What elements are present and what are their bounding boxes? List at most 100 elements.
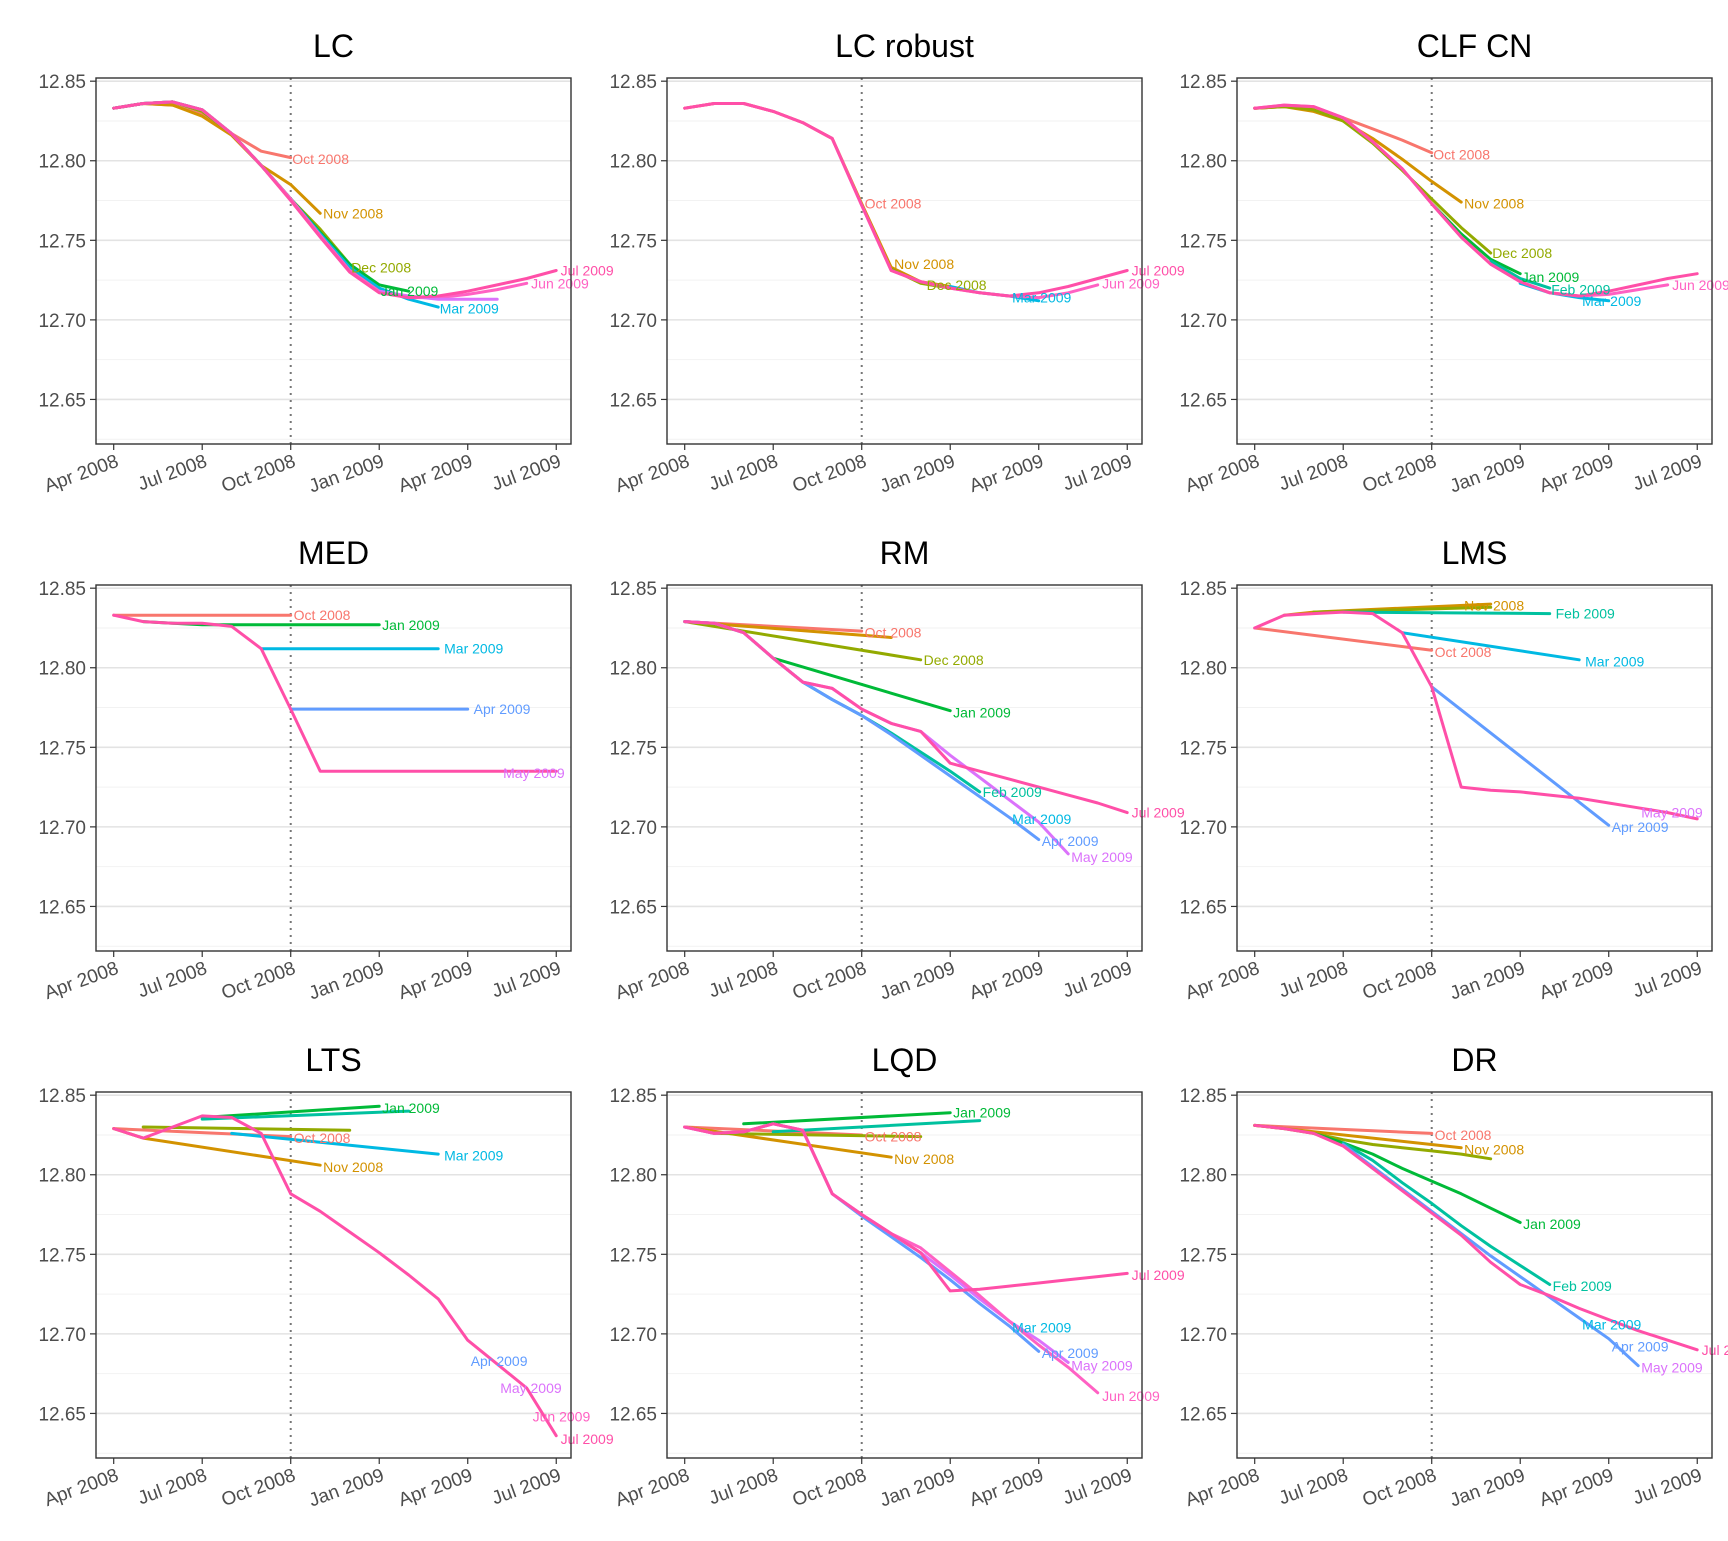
panel-title: LQD bbox=[872, 1042, 938, 1078]
series-label: Jun 2009 bbox=[1102, 1388, 1160, 1404]
series-label: Apr 2009 bbox=[1612, 819, 1669, 835]
series-label: Mar 2009 bbox=[1012, 290, 1071, 306]
series-label: Jul 2009 bbox=[1702, 1342, 1728, 1358]
series-label: May 2009 bbox=[500, 1380, 562, 1396]
y-tick-label: 12.75 bbox=[1179, 738, 1227, 759]
panel-border bbox=[666, 1091, 1143, 1459]
series-line-jan-2009 bbox=[200, 1104, 381, 1119]
series-label: Mar 2009 bbox=[444, 1148, 503, 1164]
y-tick-label: 12.65 bbox=[1179, 390, 1227, 411]
panel-rm: RM 12.85 12.80 12.75 12.70 12.65 Apr 2008 Jul 2… bbox=[609, 535, 1184, 1004]
series-label: Nov 2008 bbox=[894, 1151, 954, 1167]
series-line-may-2009 bbox=[377, 289, 499, 301]
y-tick-label: 12.85 bbox=[609, 579, 657, 600]
series-label: Oct 2008 bbox=[294, 1130, 351, 1146]
series-label: Nov 2008 bbox=[1464, 1141, 1524, 1157]
series-label: Feb 2009 bbox=[1553, 1278, 1612, 1294]
series-line-jul-2009 bbox=[1253, 610, 1699, 821]
series-line-jul-2009 bbox=[683, 102, 1129, 298]
series-label: Oct 2008 bbox=[865, 1129, 922, 1145]
y-tick-label: 12.75 bbox=[609, 738, 657, 759]
y-tick-label: 12.80 bbox=[1179, 152, 1227, 173]
panel-border bbox=[1236, 584, 1713, 952]
y-tick-label: 12.80 bbox=[609, 1166, 657, 1187]
x-tick-label: Oct 2008 bbox=[1360, 1465, 1440, 1511]
series-line-apr-2009 bbox=[1430, 685, 1611, 827]
x-tick-label: Apr 2009 bbox=[396, 1465, 476, 1511]
x-tick-label: Jul 2009 bbox=[1630, 451, 1705, 495]
series-label: Jul 2009 bbox=[1132, 263, 1185, 279]
series-label: Apr 2009 bbox=[1042, 833, 1099, 849]
y-tick-label: 12.65 bbox=[1179, 1404, 1227, 1425]
series-line-jan-2009 bbox=[771, 656, 952, 713]
panel-dr: DR 12.85 12.80 12.75 12.70 12.65 Apr 2008 Jul 2… bbox=[1179, 1042, 1728, 1511]
series-label: May 2009 bbox=[1641, 805, 1703, 821]
x-tick-label: Jan 2009 bbox=[306, 451, 387, 497]
series-line-jul-2009 bbox=[1253, 103, 1699, 298]
series-label: Jan 2009 bbox=[382, 617, 440, 633]
y-tick-label: 12.65 bbox=[38, 390, 86, 411]
y-tick-label: 12.65 bbox=[38, 1404, 86, 1425]
series-label: Dec 2008 bbox=[927, 277, 987, 293]
series-label: Jul 2009 bbox=[1132, 1267, 1185, 1283]
series-label: Apr 2009 bbox=[1042, 1345, 1099, 1361]
series-line-jun-2009 bbox=[683, 1122, 1100, 1395]
series-line-dec-2008 bbox=[712, 1131, 923, 1139]
x-tick-label: Apr 2008 bbox=[42, 1465, 122, 1511]
series-label: Apr 2009 bbox=[471, 1353, 528, 1369]
y-tick-label: 12.70 bbox=[1179, 311, 1227, 332]
x-tick-label: Apr 2009 bbox=[967, 958, 1047, 1004]
y-tick-label: 12.70 bbox=[38, 1325, 86, 1346]
x-tick-label: Jul 2009 bbox=[489, 1465, 564, 1509]
y-tick-label: 12.75 bbox=[609, 1245, 657, 1266]
y-tick-label: 12.80 bbox=[38, 659, 86, 680]
x-tick-label: Oct 2008 bbox=[219, 958, 299, 1004]
y-tick-label: 12.80 bbox=[609, 659, 657, 680]
panel-border bbox=[1236, 1091, 1713, 1459]
y-tick-label: 12.85 bbox=[1179, 1086, 1227, 1107]
series-line-jul-2009 bbox=[112, 100, 558, 300]
series-label: Dec 2008 bbox=[1492, 245, 1552, 261]
y-tick-label: 12.80 bbox=[1179, 1166, 1227, 1187]
series-line-jul-2009 bbox=[683, 1122, 1129, 1293]
x-tick-label: Oct 2008 bbox=[1360, 958, 1440, 1004]
x-tick-label: Jul 2008 bbox=[706, 1465, 781, 1509]
series-label: Jan 2009 bbox=[382, 1100, 440, 1116]
series-label: Jun 2009 bbox=[1102, 275, 1160, 291]
x-tick-label: Jul 2009 bbox=[489, 451, 564, 495]
series-label: Jan 2009 bbox=[1523, 1216, 1581, 1232]
y-tick-label: 12.75 bbox=[1179, 231, 1227, 252]
x-tick-label: Jul 2008 bbox=[1276, 451, 1351, 495]
series-label: Jun 2009 bbox=[1672, 277, 1728, 293]
series-line-apr-2009 bbox=[683, 620, 1041, 842]
y-tick-label: 12.70 bbox=[38, 818, 86, 839]
x-tick-label: Apr 2009 bbox=[967, 451, 1047, 497]
series-label: Feb 2009 bbox=[1556, 606, 1615, 622]
series-label: Nov 2008 bbox=[894, 256, 954, 272]
series-label: Jun 2009 bbox=[533, 1409, 591, 1425]
y-tick-label: 12.75 bbox=[1179, 1245, 1227, 1266]
series-label: Mar 2009 bbox=[1582, 1316, 1641, 1332]
series-line-jun-2009 bbox=[112, 100, 529, 300]
series-line-jul-2009 bbox=[1253, 1123, 1699, 1352]
y-tick-label: 12.70 bbox=[609, 1325, 657, 1346]
y-tick-label: 12.65 bbox=[609, 897, 657, 918]
y-tick-label: 12.85 bbox=[38, 1086, 86, 1107]
series-line-jan-2009 bbox=[742, 1111, 952, 1126]
series-line-feb-2009 bbox=[1341, 1141, 1552, 1286]
y-tick-label: 12.70 bbox=[1179, 1325, 1227, 1346]
x-tick-label: Apr 2009 bbox=[396, 451, 476, 497]
series-label: Oct 2008 bbox=[865, 625, 922, 641]
x-tick-label: Jul 2008 bbox=[706, 958, 781, 1002]
x-tick-label: Jul 2008 bbox=[1276, 1465, 1351, 1509]
panel-clf-cn: CLF CN 12.85 12.80 12.75 12.70 12.65 Apr 2008 J… bbox=[1179, 28, 1728, 497]
x-tick-label: Apr 2009 bbox=[1537, 1465, 1617, 1511]
x-tick-label: Jan 2009 bbox=[877, 1465, 958, 1511]
y-tick-label: 12.85 bbox=[38, 72, 86, 93]
x-tick-label: Jul 2009 bbox=[1060, 958, 1135, 1002]
series-label: Nov 2008 bbox=[1464, 196, 1524, 212]
x-tick-label: Apr 2008 bbox=[1183, 1465, 1263, 1511]
series-line-feb-2009 bbox=[1341, 610, 1552, 616]
x-tick-label: Jan 2009 bbox=[1447, 1465, 1528, 1511]
x-tick-label: Jan 2009 bbox=[1447, 451, 1528, 497]
